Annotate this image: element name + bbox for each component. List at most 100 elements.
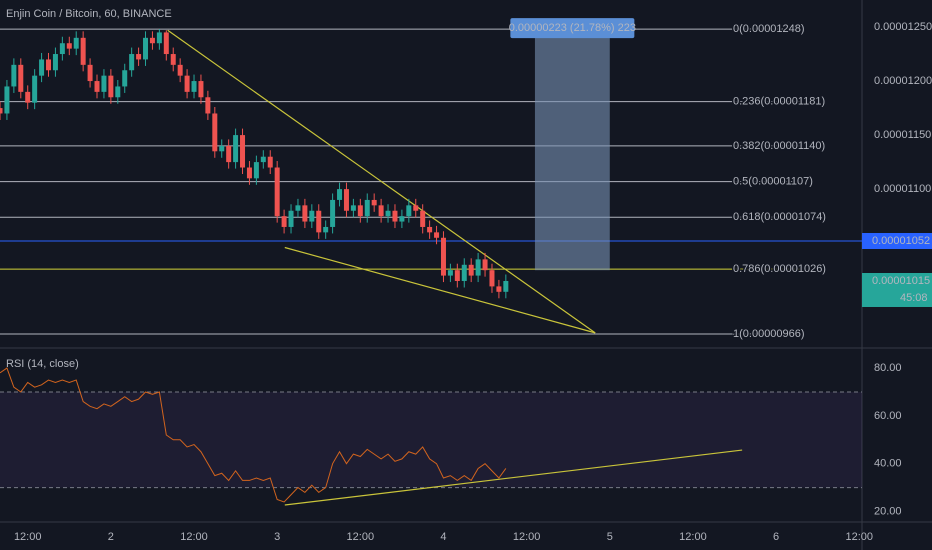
- candle-body: [122, 70, 128, 87]
- level-label: 0.00001052: [872, 235, 930, 247]
- candle-body: [447, 270, 453, 276]
- candle-body: [46, 59, 52, 71]
- candle-body: [191, 81, 197, 92]
- candle-body: [343, 189, 349, 211]
- x-tick-label: 5: [607, 531, 613, 543]
- fib-label: 0.786(0.00001026): [733, 263, 826, 275]
- candle-body: [357, 205, 363, 217]
- rsi-title: RSI (14, close): [6, 358, 79, 370]
- candle-body: [39, 59, 45, 76]
- candle-body: [253, 162, 259, 179]
- fib-label: 0.382(0.00001140): [733, 140, 825, 152]
- x-tick-label: 12:00: [347, 531, 375, 543]
- candle-body: [267, 156, 273, 168]
- candle-body: [94, 81, 100, 92]
- candle-body: [392, 210, 398, 222]
- candle-body: [0, 108, 3, 114]
- candle-body: [309, 210, 315, 222]
- candle-body: [233, 135, 239, 163]
- candle-body: [156, 32, 162, 44]
- candle-body: [59, 43, 65, 55]
- measure-label-box: [510, 18, 635, 39]
- candle-body: [454, 270, 460, 281]
- candle-body: [101, 75, 107, 92]
- candle-body: [212, 113, 218, 152]
- x-tick-label: 3: [274, 531, 280, 543]
- candle-body: [482, 259, 488, 271]
- trendline: [167, 29, 596, 334]
- x-tick-label: 12:00: [679, 531, 707, 543]
- candle-body: [184, 75, 190, 92]
- candle-body: [323, 226, 329, 233]
- candle-body: [115, 86, 121, 98]
- rsi-tick-label: 80.00: [874, 362, 902, 374]
- candle-body: [461, 264, 467, 281]
- candle-body: [364, 199, 370, 217]
- candle-body: [11, 64, 17, 87]
- rsi-tick-label: 40.00: [874, 458, 902, 470]
- fib-label: 0.618(0.00001074): [733, 211, 826, 223]
- measure-label: 0.00000223 (21.78%) 223: [509, 22, 636, 34]
- candle-body: [129, 54, 135, 71]
- candle-body: [52, 54, 58, 71]
- rsi-tick-label: 60.00: [874, 410, 902, 422]
- candle-body: [378, 205, 384, 217]
- rsi-line: [0, 367, 507, 503]
- x-tick-label: 12:00: [180, 531, 208, 543]
- y-tick-label: 0.00001100: [874, 183, 931, 195]
- chart-title: Enjin Coin / Bitcoin, 60, BINANCE: [6, 8, 172, 20]
- candle-body: [371, 199, 377, 206]
- candle-body: [205, 97, 211, 114]
- candle-body: [406, 205, 412, 217]
- candle-body: [302, 205, 308, 222]
- candle-body: [260, 156, 266, 163]
- candle-body: [66, 43, 72, 49]
- fib-label: 0.236(0.00001181): [733, 95, 825, 107]
- fib-label: 1(0.00000966): [733, 328, 805, 340]
- candle-body: [288, 210, 294, 227]
- candle-body: [413, 205, 419, 211]
- candle-body: [80, 37, 86, 65]
- candle-body: [136, 54, 142, 60]
- candle-body: [73, 37, 79, 49]
- measure-box: [534, 29, 610, 271]
- x-tick-label: 6: [773, 531, 779, 543]
- candle-body: [4, 86, 10, 114]
- x-tick-label: 4: [440, 531, 446, 543]
- countdown-label: 45:08: [900, 292, 928, 304]
- candle-body: [440, 237, 446, 276]
- rsi-trendline: [284, 449, 743, 506]
- last-price-box: [862, 272, 932, 307]
- trendline: [284, 246, 596, 334]
- candle-body: [149, 37, 155, 44]
- candle-body: [240, 135, 246, 168]
- candle-body: [87, 64, 93, 82]
- candle-body: [496, 286, 502, 292]
- level-box: [862, 233, 932, 250]
- candle-body: [170, 54, 176, 65]
- candle-body: [143, 37, 149, 60]
- candle-body: [468, 264, 474, 276]
- candle-body: [295, 205, 301, 211]
- candle-body: [177, 64, 183, 76]
- candle-body: [163, 32, 169, 55]
- candle-body: [475, 259, 481, 276]
- candle-body: [198, 81, 204, 98]
- rsi-tick-label: 20.00: [874, 505, 902, 517]
- candle-body: [274, 167, 280, 217]
- y-tick-label: 0.00001250: [874, 21, 932, 33]
- x-tick-label: 12:00: [14, 531, 42, 543]
- candle-body: [316, 210, 322, 233]
- x-tick-label: 12:00: [845, 531, 873, 543]
- candle-body: [18, 64, 24, 92]
- candle-body: [385, 210, 391, 217]
- candle-body: [420, 210, 426, 227]
- candle-body: [399, 216, 405, 222]
- rsi-band: [0, 391, 862, 488]
- y-tick-label: 0.00001200: [874, 75, 932, 87]
- last-price-label: 0.00001015: [872, 275, 930, 287]
- candle-body: [226, 145, 232, 163]
- candle-body: [489, 270, 495, 287]
- fib-label: 0(0.00001248): [733, 23, 805, 35]
